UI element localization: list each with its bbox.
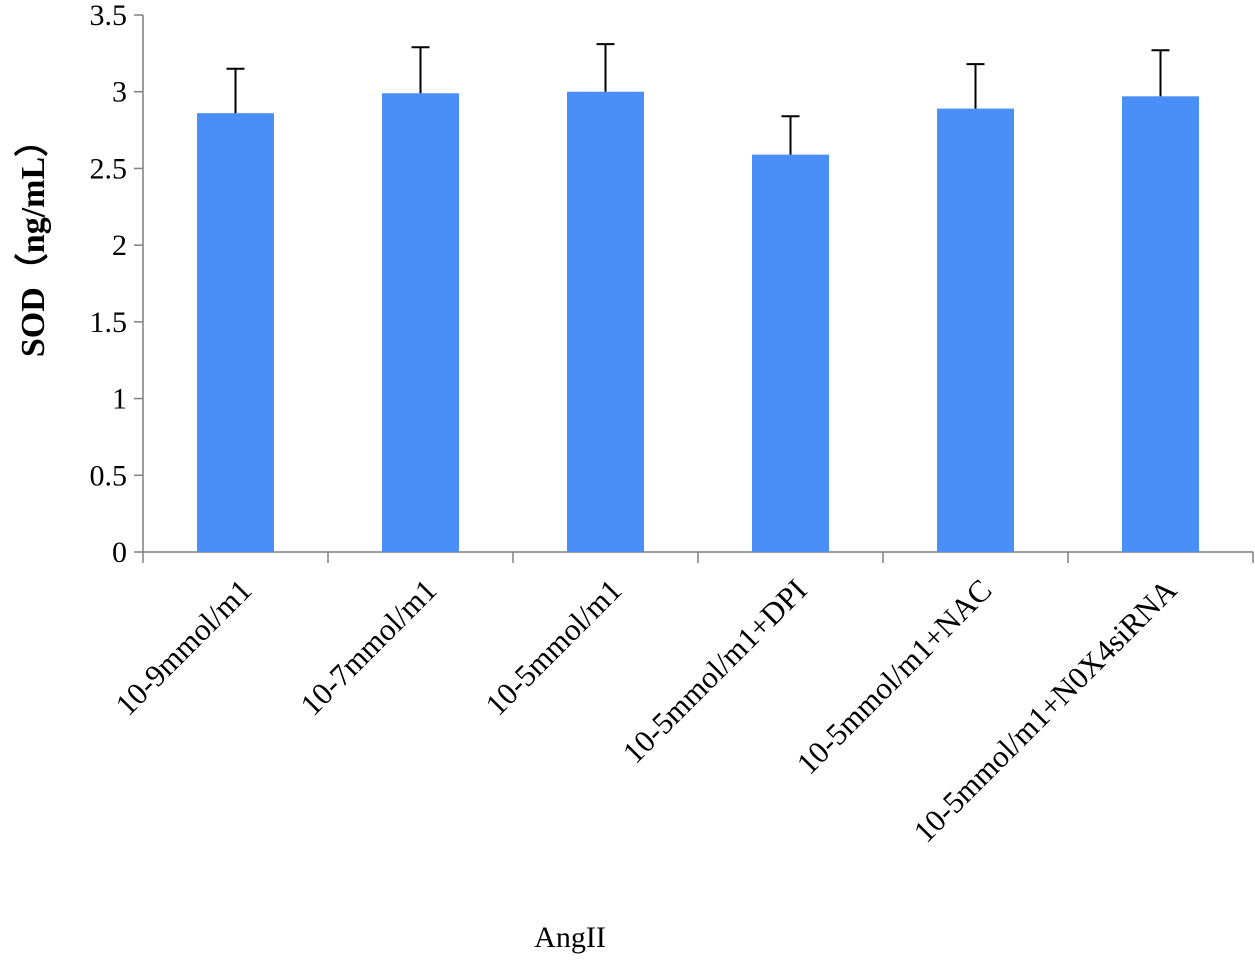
- x-axis: [142, 551, 1254, 563]
- y-tick-label: 1.5: [90, 306, 128, 339]
- x-tick-label: 10-5mmol/m1+DPI: [616, 572, 814, 770]
- y-axis: 0 0.5 1 1.5 2 2.5 3 3.5: [90, 0, 144, 569]
- bar: [1122, 96, 1199, 553]
- y-tick-label: 2.5: [90, 152, 128, 185]
- bar: [567, 91, 644, 552]
- error-bars: [226, 43, 1170, 155]
- y-tick-label: 0: [112, 536, 127, 569]
- bars: [197, 91, 1199, 553]
- bar: [752, 154, 829, 552]
- y-tick-label: 2: [112, 229, 127, 262]
- y-tick-label: 3: [112, 76, 127, 109]
- x-tick-label: 10-7mmol/m1: [293, 572, 443, 722]
- bar: [197, 113, 274, 553]
- x-tick-label: 10-5mmol/m1: [478, 572, 628, 722]
- category-labels: 10-9mmol/m1 10-7mmol/m1 10-5mmol/m110-5mmo…: [108, 572, 1184, 849]
- y-axis-title: SOD（ng/mL）: [13, 123, 52, 357]
- x-tick-label: 10-9mmol/m1: [108, 572, 258, 722]
- bar: [382, 93, 459, 553]
- y-tick-label: 0.5: [90, 459, 128, 492]
- bar: [937, 108, 1014, 552]
- x-axis-title: AngII: [534, 921, 606, 954]
- y-tick-label: 3.5: [90, 0, 128, 32]
- x-tick-label: 10-5mmol/m1+NAC: [790, 572, 999, 781]
- y-tick-label: 1: [112, 383, 127, 416]
